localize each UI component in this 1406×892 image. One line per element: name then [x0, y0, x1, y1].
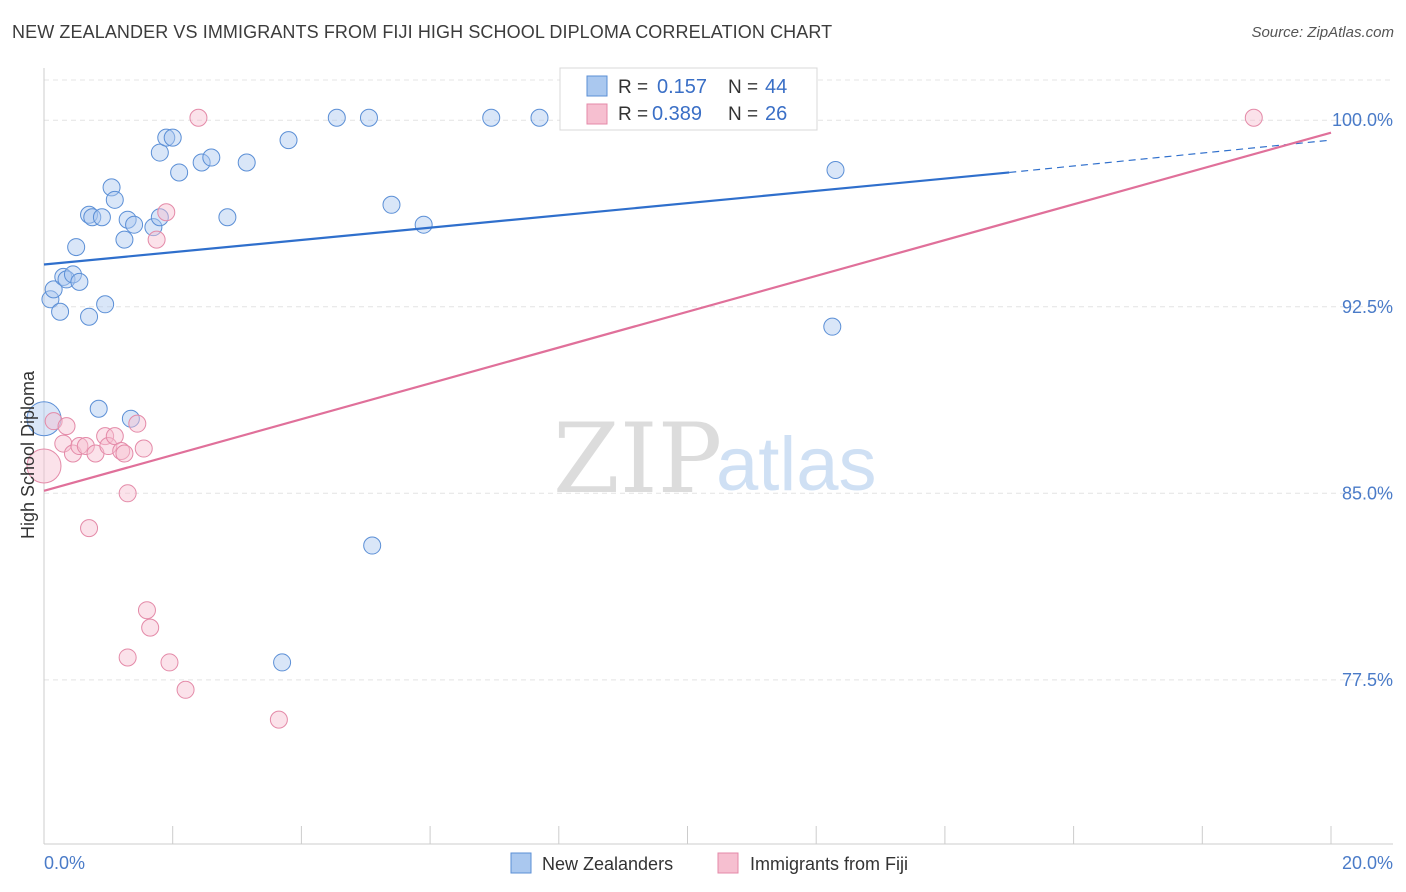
legend-n-value: 26 [765, 103, 787, 125]
legend-r-label: R = [618, 104, 648, 125]
point-new-zealander [41, 290, 60, 309]
point-new-zealander [327, 108, 346, 127]
point-new-zealander [70, 272, 89, 291]
legend-r-value: 0.389 [652, 103, 702, 125]
point-new-zealander [279, 131, 298, 150]
point-new-zealander [218, 208, 237, 227]
point-fiji [96, 427, 115, 446]
bottom-legend-label: Immigrants from Fiji [750, 854, 908, 874]
bottom-legend-swatch-pink [717, 852, 739, 874]
point-new-zealander [202, 148, 221, 167]
y-tick-label: 100.0% [1332, 110, 1393, 130]
point-new-zealander [125, 215, 144, 234]
legend-swatch-blue [586, 75, 608, 97]
legend-r-value: 0.157 [657, 76, 707, 98]
legend-swatch-pink [586, 103, 608, 125]
point-fiji [157, 203, 176, 222]
point-new-zealander [359, 108, 378, 127]
y-tick-label: 77.5% [1342, 670, 1393, 690]
y-tick-label: 92.5% [1342, 297, 1393, 317]
point-fiji [118, 648, 137, 667]
point-new-zealander [96, 295, 115, 314]
y-tick-label: 85.0% [1342, 483, 1393, 503]
point-new-zealander [170, 163, 189, 182]
watermark: ZIP atlas [553, 403, 877, 515]
point-new-zealander [237, 153, 256, 172]
legend-n-label: N = [728, 77, 758, 98]
legend-n-value: 44 [765, 76, 787, 98]
point-fiji [115, 444, 134, 463]
point-new-zealander [826, 160, 845, 179]
point-new-zealander [163, 128, 182, 147]
point-new-zealander [105, 190, 124, 209]
point-fiji [76, 437, 95, 456]
point-new-zealander [67, 238, 86, 257]
axes [43, 68, 1393, 845]
point-new-zealander [363, 536, 382, 555]
point-fiji [105, 427, 124, 446]
point-fiji [54, 434, 73, 453]
point-new-zealander [89, 399, 108, 418]
series-new-zealanders [26, 108, 845, 672]
point-fiji [1244, 108, 1263, 127]
point-fiji [112, 442, 131, 461]
point-new-zealander [51, 302, 70, 321]
point-fiji [137, 601, 156, 620]
point-new-zealander [83, 208, 102, 227]
bottom-legend-swatch-blue [510, 852, 532, 874]
point-new-zealander [44, 280, 63, 299]
point-new-zealander [26, 401, 62, 437]
point-fiji [176, 680, 195, 699]
point-new-zealander [115, 230, 134, 249]
point-fiji [160, 653, 179, 672]
point-new-zealander [80, 307, 99, 326]
point-new-zealander [157, 128, 176, 147]
point-new-zealander [482, 108, 501, 127]
trend-line-new-zealanders-extension [1009, 139, 1332, 174]
series-legend: New Zealanders Immigrants from Fiji [510, 852, 908, 874]
point-fiji [128, 414, 147, 433]
point-fiji [134, 439, 153, 458]
x-tick-labels: 0.0% 20.0% [44, 853, 1393, 873]
point-fiji [80, 519, 99, 538]
bottom-legend-label: New Zealanders [542, 854, 673, 874]
point-new-zealander [382, 195, 401, 214]
legend-r-label: R = [618, 77, 648, 98]
point-fiji [26, 448, 62, 484]
source-credit: Source: ZipAtlas.com [1251, 24, 1394, 41]
y-axis-label: High School Diploma [18, 370, 38, 539]
watermark-atlas: atlas [716, 422, 877, 507]
point-fiji [189, 108, 208, 127]
chart-title: NEW ZEALANDER VS IMMIGRANTS FROM FIJI HI… [12, 22, 833, 42]
point-fiji [70, 437, 89, 456]
point-new-zealander [414, 215, 433, 234]
x-tick-label-min: 0.0% [44, 853, 85, 873]
point-fiji [141, 618, 160, 637]
point-fiji [57, 417, 76, 436]
point-new-zealander [823, 317, 842, 336]
x-tick-label-max: 20.0% [1342, 853, 1393, 873]
trend-lines [43, 131, 1332, 492]
watermark-zip: ZIP [553, 403, 722, 515]
point-fiji [269, 710, 288, 729]
point-new-zealander [530, 108, 549, 127]
point-fiji [118, 484, 137, 503]
point-new-zealander [192, 153, 211, 172]
point-fiji [147, 230, 166, 249]
point-new-zealander [273, 653, 292, 672]
point-new-zealander [150, 143, 169, 162]
point-new-zealander [92, 208, 111, 227]
point-new-zealander [63, 265, 82, 284]
stats-legend: R = 0.157 N = 44 R = 0.389 N = 26 [559, 67, 818, 131]
trend-line-fiji [43, 131, 1332, 492]
series-immigrants-from-fiji [26, 108, 1263, 729]
trend-line-new-zealanders [43, 171, 1010, 266]
legend-n-label: N = [728, 104, 758, 125]
y-tick-labels: 77.5% 85.0% 92.5% 100.0% [1332, 110, 1393, 690]
